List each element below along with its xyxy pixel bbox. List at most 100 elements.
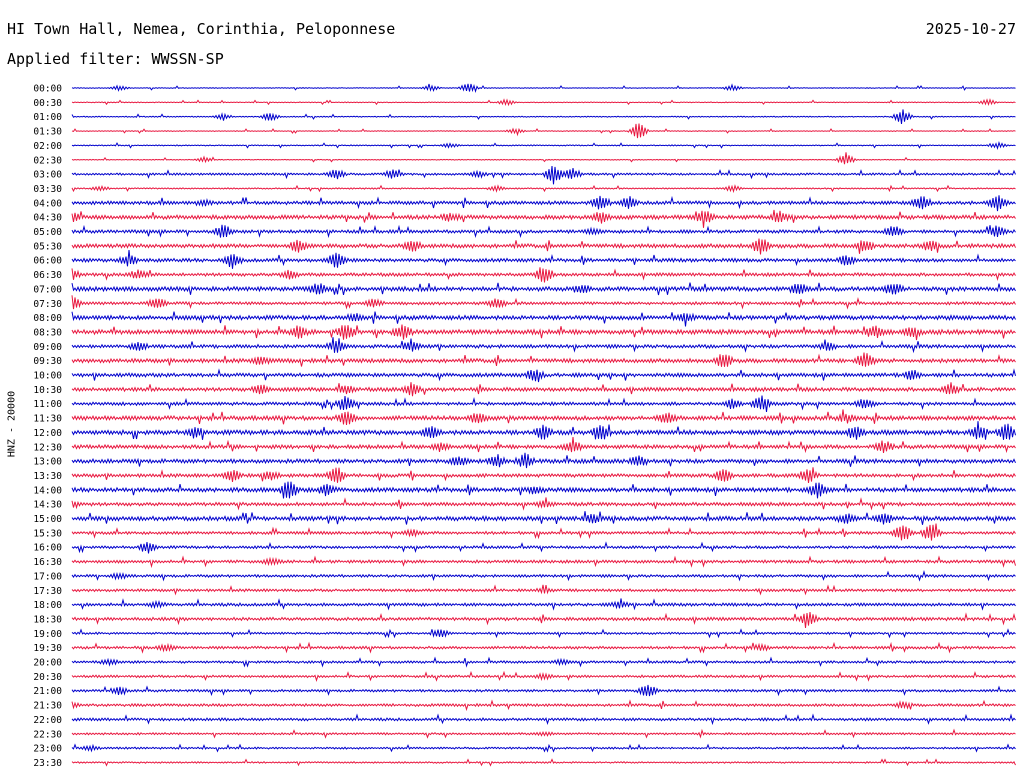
trace-line xyxy=(71,656,1016,668)
time-tick-label: 15:00 xyxy=(33,514,62,525)
time-tick-label: 06:30 xyxy=(33,270,62,281)
trace-line xyxy=(71,141,1016,151)
trace-line xyxy=(71,109,1016,124)
station-title: HI Town Hall, Nemea, Corinthia, Peloponn… xyxy=(7,20,396,38)
time-tick-label: 14:30 xyxy=(33,500,62,511)
trace-line xyxy=(71,382,1016,397)
time-tick-label: 05:30 xyxy=(33,241,62,252)
trace-line xyxy=(71,123,1016,139)
time-tick-label: 09:00 xyxy=(33,342,62,353)
trace-line xyxy=(71,395,1016,413)
time-tick-label: 19:00 xyxy=(33,629,62,640)
time-tick-label: 20:30 xyxy=(33,672,62,683)
time-tick-label: 01:00 xyxy=(33,112,62,123)
trace-line xyxy=(71,421,1016,440)
time-tick-label: 04:30 xyxy=(33,213,62,224)
time-tick-label: 19:30 xyxy=(33,643,62,654)
time-tick-label: 00:00 xyxy=(33,84,62,95)
trace-line xyxy=(71,250,1016,269)
time-tick-label: 07:30 xyxy=(33,299,62,310)
time-tick-label: 22:00 xyxy=(33,715,62,726)
trace-line xyxy=(71,467,1016,483)
trace-line xyxy=(71,409,1016,426)
time-tick-label: 12:00 xyxy=(33,428,62,439)
trace-line xyxy=(71,295,1016,310)
trace-line xyxy=(71,267,1016,283)
trace-line xyxy=(71,436,1016,454)
trace-line xyxy=(71,83,1016,93)
trace-line xyxy=(71,224,1016,239)
trace-line xyxy=(71,611,1016,628)
filter-label: Applied filter: WWSSN-SP xyxy=(7,50,224,68)
time-tick-label: 18:00 xyxy=(33,600,62,611)
time-tick-label: 08:00 xyxy=(33,313,62,324)
trace-line xyxy=(71,497,1016,511)
trace-line xyxy=(71,758,1016,767)
time-tick-label: 00:30 xyxy=(33,98,62,109)
trace-line xyxy=(71,728,1016,739)
time-tick-label: 18:30 xyxy=(33,614,62,625)
trace-line xyxy=(71,195,1016,212)
trace-line xyxy=(71,511,1016,525)
trace-line xyxy=(71,238,1016,255)
time-tick-label: 13:30 xyxy=(33,471,62,482)
time-tick-label: 02:30 xyxy=(33,155,62,166)
time-tick-label: 17:00 xyxy=(33,571,62,582)
time-tick-label: 21:00 xyxy=(33,686,62,697)
time-tick-label: 06:00 xyxy=(33,256,62,267)
time-tick-label: 12:30 xyxy=(33,442,62,453)
trace-line xyxy=(71,184,1016,194)
trace-line xyxy=(71,628,1016,639)
time-tick-label: 23:00 xyxy=(33,744,62,755)
time-tick-label: 15:30 xyxy=(33,528,62,539)
time-tick-label: 11:30 xyxy=(33,414,62,425)
trace-line xyxy=(71,165,1016,185)
trace-line xyxy=(71,481,1016,499)
trace-line xyxy=(71,584,1016,596)
time-tick-label: 16:30 xyxy=(33,557,62,568)
trace-line xyxy=(71,352,1016,367)
time-tick-label: 13:00 xyxy=(33,457,62,468)
trace-line xyxy=(71,152,1016,165)
trace-line xyxy=(71,541,1016,554)
time-tick-label: 07:00 xyxy=(33,284,62,295)
time-tick-label: 01:30 xyxy=(33,127,62,138)
trace-line xyxy=(71,337,1016,354)
time-tick-label: 21:30 xyxy=(33,701,62,712)
time-tick-label: 10:00 xyxy=(33,371,62,382)
time-tick-label: 02:00 xyxy=(33,141,62,152)
time-tick-label: 16:00 xyxy=(33,543,62,554)
time-tick-label: 04:00 xyxy=(33,198,62,209)
trace-line xyxy=(71,555,1016,569)
trace-line xyxy=(71,209,1016,228)
trace-line xyxy=(71,368,1016,383)
date-label: 2025-10-27 xyxy=(925,20,1016,38)
trace-line xyxy=(71,670,1016,683)
time-tick-label: 05:00 xyxy=(33,227,62,238)
trace-line xyxy=(71,324,1016,341)
time-tick-label: 08:30 xyxy=(33,327,62,338)
trace-line xyxy=(71,523,1016,541)
trace-line xyxy=(71,98,1016,107)
trace-line xyxy=(71,452,1016,469)
time-tick-label: 17:30 xyxy=(33,586,62,597)
trace-line xyxy=(71,684,1016,697)
time-tick-label: 09:30 xyxy=(33,356,62,367)
time-tick-label: 23:30 xyxy=(33,758,62,769)
trace-line xyxy=(71,570,1016,582)
trace-line xyxy=(71,699,1016,712)
time-tick-label: 10:30 xyxy=(33,385,62,396)
trace-line xyxy=(71,282,1016,296)
time-tick-label: 20:00 xyxy=(33,658,62,669)
time-tick-label: 22:30 xyxy=(33,729,62,740)
trace-line xyxy=(71,743,1016,753)
trace-line xyxy=(71,713,1016,726)
time-tick-label: 14:00 xyxy=(33,485,62,496)
trace-line xyxy=(71,598,1016,611)
trace-line xyxy=(71,641,1016,654)
time-tick-label: 03:30 xyxy=(33,184,62,195)
time-tick-label: 03:00 xyxy=(33,170,62,181)
time-tick-label: 11:00 xyxy=(33,399,62,410)
trace-line xyxy=(71,311,1016,327)
